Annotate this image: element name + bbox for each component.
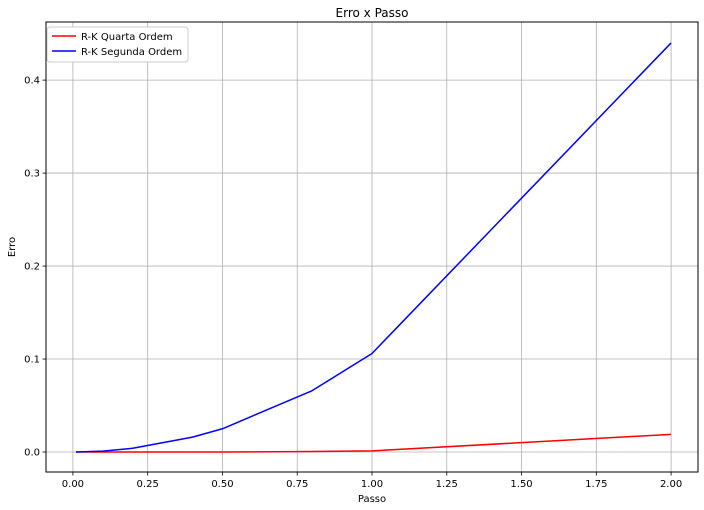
x-axis-label: Passo	[358, 494, 386, 505]
legend-box	[46, 26, 189, 63]
x-tick-label: 0.75	[286, 479, 308, 490]
legend: R-K Quarta Ordem R-K Segunda Ordem	[46, 26, 189, 63]
x-tick-label: 0.25	[137, 479, 159, 490]
x-tick-label: 0.00	[62, 479, 84, 490]
legend-label-quarta-ordem: R-K Quarta Ordem	[81, 32, 173, 43]
y-tick-label: 0.2	[24, 262, 40, 273]
x-tick-label: 0.50	[211, 479, 233, 490]
y-axis-ticks: 0.0 0.1 0.2 0.3 0.4	[24, 76, 46, 459]
y-tick-label: 0.3	[24, 169, 40, 180]
legend-label-segunda-ordem: R-K Segunda Ordem	[81, 47, 182, 58]
x-tick-label: 2.00	[660, 479, 682, 490]
x-tick-label: 1.00	[361, 479, 383, 490]
series-group	[75, 42, 672, 453]
chart-title: Erro x Passo	[336, 6, 409, 20]
y-tick-label: 0.4	[24, 76, 40, 87]
series-line-1	[75, 42, 672, 453]
y-axis-label: Erro	[7, 237, 18, 257]
x-tick-label: 1.50	[510, 479, 532, 490]
grid	[46, 22, 698, 472]
y-tick-label: 0.0	[24, 448, 40, 459]
x-axis-ticks: 0.00 0.25 0.50 0.75 1.00 1.25 1.50 1.75 2.00	[62, 472, 682, 490]
y-tick-label: 0.1	[24, 355, 40, 366]
series-line-0	[75, 433, 672, 453]
x-tick-label: 1.25	[436, 479, 458, 490]
x-tick-label: 1.75	[585, 479, 607, 490]
